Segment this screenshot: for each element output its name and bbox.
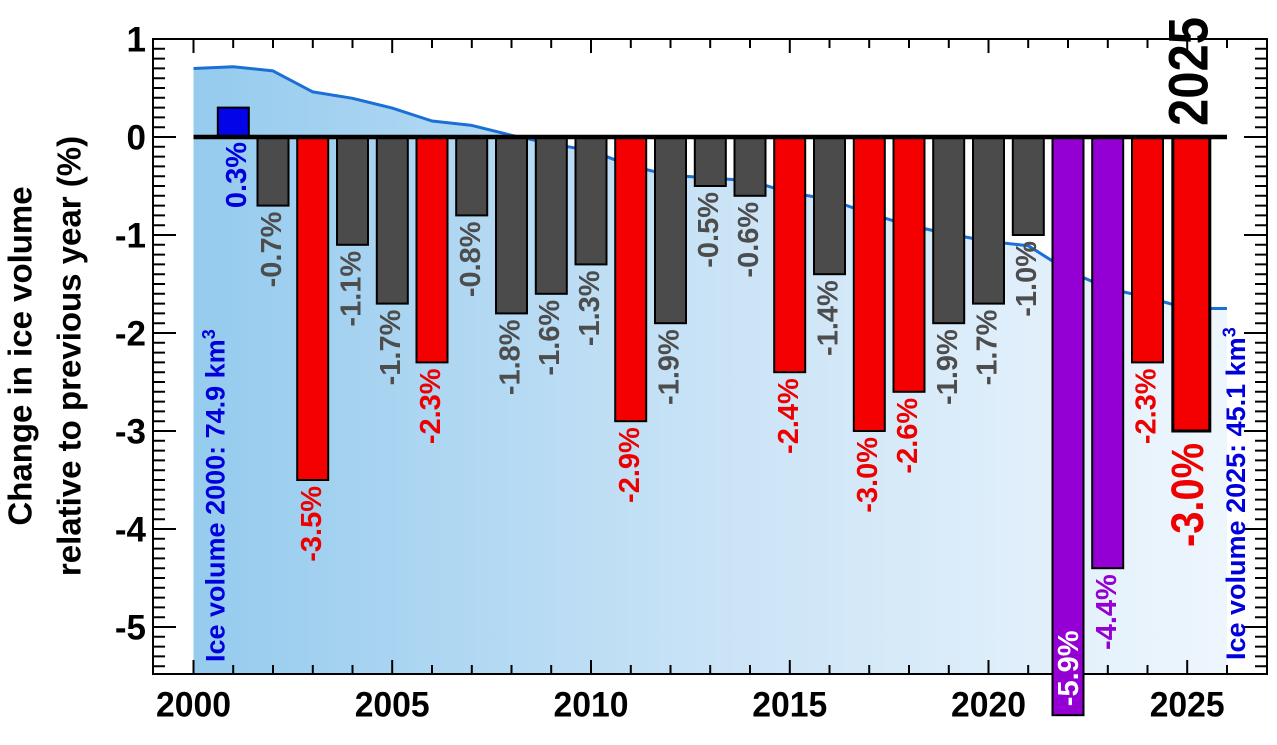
svg-text:-2.3%: -2.3% [1131, 368, 1163, 444]
svg-text:-1.4%: -1.4% [813, 280, 845, 356]
svg-text:-0.8%: -0.8% [455, 221, 487, 297]
svg-text:1: 1 [127, 21, 146, 60]
svg-text:relative to previous year (%): relative to previous year (%) [51, 136, 88, 576]
svg-text:0: 0 [127, 119, 146, 158]
svg-text:-4.4%: -4.4% [1091, 574, 1123, 650]
svg-text:-2.6%: -2.6% [892, 398, 924, 474]
svg-text:Change in ice volume: Change in ice volume [2, 186, 39, 525]
svg-text:-5.9%: -5.9% [1053, 630, 1085, 706]
svg-text:-1.7%: -1.7% [375, 309, 407, 385]
svg-text:-1.0%: -1.0% [1011, 241, 1043, 317]
svg-text:Ice volume 2025: 45.1 km3: Ice volume 2025: 45.1 km3 [1220, 327, 1252, 660]
svg-text:-3.5%: -3.5% [296, 486, 328, 562]
svg-text:2020: 2020 [951, 685, 1026, 725]
svg-text:0.3%: 0.3% [221, 142, 253, 208]
svg-text:2010: 2010 [554, 685, 629, 725]
svg-text:-4: -4 [115, 511, 147, 550]
svg-text:2015: 2015 [752, 685, 827, 725]
svg-text:-3: -3 [115, 413, 146, 452]
svg-text:-2.9%: -2.9% [614, 427, 646, 503]
svg-text:2000: 2000 [156, 685, 231, 725]
svg-text:-1.1%: -1.1% [336, 251, 368, 327]
svg-text:-2.4%: -2.4% [773, 378, 805, 454]
svg-text:-1.9%: -1.9% [932, 329, 964, 405]
svg-text:-0.6%: -0.6% [733, 202, 765, 278]
svg-text:-3.0%: -3.0% [1162, 443, 1213, 547]
svg-text:-3.0%: -3.0% [852, 437, 884, 513]
svg-text:Ice volume 2000: 74.9 km3: Ice volume 2000: 74.9 km3 [199, 329, 231, 662]
svg-text:-5: -5 [115, 609, 146, 648]
svg-text:-1: -1 [115, 217, 146, 256]
svg-text:2005: 2005 [355, 685, 430, 725]
svg-text:-2: -2 [115, 315, 146, 354]
svg-text:-1.8%: -1.8% [495, 319, 527, 395]
svg-text:-0.7%: -0.7% [256, 211, 288, 287]
svg-text:-1.7%: -1.7% [972, 309, 1004, 385]
svg-text:-0.5%: -0.5% [693, 192, 725, 268]
svg-text:2025: 2025 [1150, 685, 1225, 725]
svg-text:-1.6%: -1.6% [534, 300, 566, 376]
svg-text:-2.3%: -2.3% [415, 368, 447, 444]
svg-text:2025: 2025 [1157, 17, 1220, 126]
svg-text:-1.3%: -1.3% [574, 270, 606, 346]
svg-text:-1.9%: -1.9% [654, 329, 686, 405]
